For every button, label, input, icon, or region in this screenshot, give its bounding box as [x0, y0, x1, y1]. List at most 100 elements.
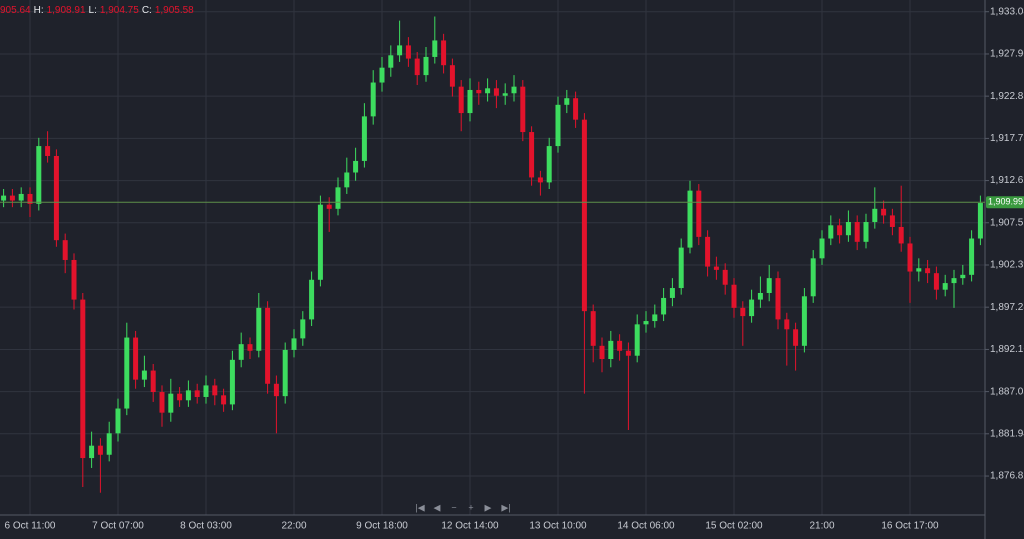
candle-body — [177, 393, 183, 401]
candle-body — [159, 392, 165, 413]
last-price-label: 1,909.99 — [988, 197, 1023, 207]
candle-body — [361, 116, 367, 161]
candle-body — [819, 238, 825, 259]
candle-body — [661, 297, 667, 315]
candle-body — [960, 274, 966, 279]
candle-body — [916, 268, 922, 272]
candle-body — [291, 338, 297, 350]
candle-body — [757, 292, 763, 300]
candle-body — [775, 278, 781, 320]
candle-body — [397, 45, 403, 56]
candle-body — [353, 160, 359, 173]
candle-body — [124, 337, 130, 409]
candle-body — [581, 119, 587, 312]
candle-body — [335, 187, 341, 209]
candle-body — [194, 390, 200, 397]
candle-body — [529, 132, 535, 178]
candle-body — [722, 269, 728, 285]
candle-body — [62, 240, 68, 260]
candle-body — [625, 350, 631, 356]
candle-body — [370, 82, 376, 117]
candle-body — [115, 408, 121, 434]
x-tick-label: 16 Oct 17:00 — [881, 521, 939, 532]
candle-body — [837, 225, 843, 236]
y-tick-label: 1,933.08 — [990, 6, 1024, 17]
candle-body — [801, 296, 807, 346]
candle-body — [634, 324, 640, 356]
x-tick-label: 21:00 — [809, 521, 834, 532]
candle-body — [326, 204, 332, 209]
candle-body — [80, 299, 86, 459]
candle-body — [502, 93, 508, 96]
candle-body — [573, 98, 579, 120]
candle-body — [344, 172, 350, 188]
x-tick-label: 8 Oct 03:00 — [180, 521, 232, 532]
candle-body — [951, 278, 957, 284]
candle-body — [537, 177, 543, 183]
ohlc-label: L: — [89, 5, 97, 16]
candle-body — [705, 236, 711, 267]
candle-body — [854, 222, 860, 242]
x-tick-label: 13 Oct 10:00 — [529, 521, 587, 532]
candle-body — [97, 445, 103, 455]
candle-body — [379, 67, 385, 83]
candle-body — [405, 45, 411, 59]
candle-body — [898, 226, 904, 244]
candle-body — [89, 445, 95, 459]
candle-body — [203, 385, 209, 397]
candle-body — [881, 208, 887, 216]
candle-body — [273, 383, 279, 397]
last-price-tag — [986, 196, 1024, 209]
candle-body — [933, 273, 939, 290]
nav-zoom-out[interactable]: − — [451, 502, 456, 512]
candle-body — [555, 104, 561, 147]
x-tick-label: 15 Oct 02:00 — [705, 521, 763, 532]
candle-body — [27, 193, 33, 204]
nav-first[interactable]: |◀ — [415, 502, 424, 512]
candle-body — [458, 86, 464, 114]
nav-zoom-in[interactable]: + — [468, 502, 473, 512]
candle-body — [520, 86, 526, 133]
candle-body — [872, 208, 878, 223]
candle-body — [388, 55, 394, 68]
candle-body — [643, 321, 649, 325]
candle-body — [889, 215, 895, 227]
y-tick-label: 1,907.51 — [990, 217, 1024, 228]
candle-body — [925, 268, 931, 274]
y-tick-label: 1,897.28 — [990, 302, 1024, 313]
candle-body — [828, 225, 834, 239]
candle-body — [564, 98, 570, 105]
nav-next[interactable]: ▶ — [485, 502, 492, 512]
x-tick-label: 9 Oct 18:00 — [356, 521, 408, 532]
y-tick-label: 1,881.94 — [990, 428, 1024, 439]
candle-body — [317, 204, 323, 280]
candle-body — [247, 344, 253, 351]
candle-body — [168, 393, 174, 413]
ohlc-value: 1,904.75 — [100, 5, 139, 16]
candle-body — [687, 190, 693, 248]
candle-body — [282, 349, 288, 397]
candle-body — [449, 65, 455, 87]
candle-body — [731, 284, 737, 308]
candle-body — [907, 243, 913, 272]
candle-body — [18, 193, 24, 201]
candle-body — [546, 146, 552, 183]
x-tick-label: 22:00 — [281, 521, 306, 532]
y-tick-label: 1,912.62 — [990, 175, 1024, 186]
candle-body — [863, 222, 869, 242]
candle-body — [766, 278, 772, 293]
x-tick-label: 12 Oct 14:00 — [441, 521, 499, 532]
candle-body — [608, 340, 614, 360]
candle-body — [485, 88, 491, 94]
y-tick-label: 1,876.82 — [990, 471, 1024, 482]
candle-body — [696, 190, 702, 237]
nav-prev[interactable]: ◀ — [434, 502, 441, 512]
candle-body — [300, 319, 306, 339]
candle-body — [590, 311, 596, 346]
candle-body — [845, 222, 851, 236]
candle-body — [669, 288, 675, 298]
candle-body — [150, 370, 156, 393]
nav-last[interactable]: ▶| — [501, 502, 510, 512]
